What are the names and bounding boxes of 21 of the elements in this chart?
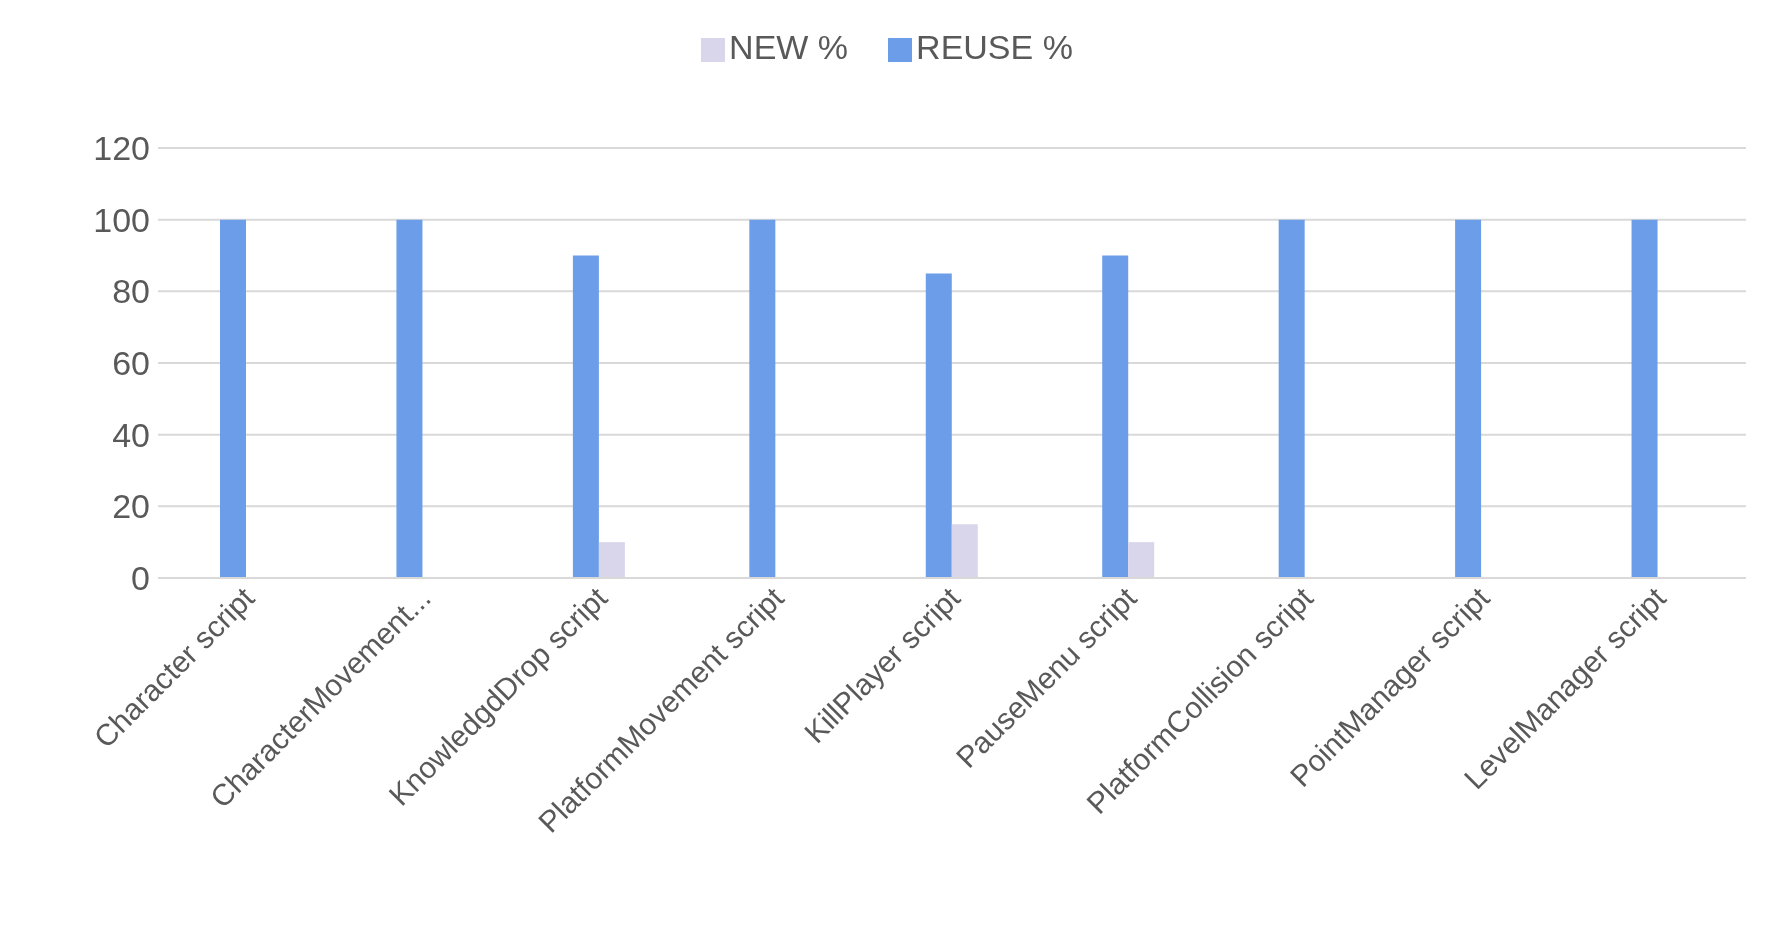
bar bbox=[572, 255, 599, 578]
bar bbox=[1278, 219, 1305, 578]
y-tick-label: 60 bbox=[112, 344, 150, 383]
bar bbox=[951, 524, 978, 578]
bar bbox=[598, 542, 625, 578]
bar bbox=[1631, 219, 1658, 578]
y-tick-label: 100 bbox=[93, 200, 150, 239]
bar bbox=[1102, 255, 1129, 578]
bar bbox=[749, 219, 776, 578]
y-tick-label: 80 bbox=[112, 272, 150, 311]
bar bbox=[220, 219, 246, 578]
bar bbox=[925, 273, 952, 578]
bar bbox=[1128, 542, 1155, 578]
y-tick-label: 120 bbox=[93, 129, 150, 168]
y-tick-label: 20 bbox=[112, 487, 150, 526]
y-tick-label: 0 bbox=[131, 559, 150, 598]
bar bbox=[1455, 219, 1482, 578]
legend-label: REUSE % bbox=[916, 28, 1073, 66]
bar bbox=[396, 219, 423, 578]
y-tick-label: 40 bbox=[112, 415, 150, 454]
legend-label: NEW % bbox=[729, 28, 849, 66]
